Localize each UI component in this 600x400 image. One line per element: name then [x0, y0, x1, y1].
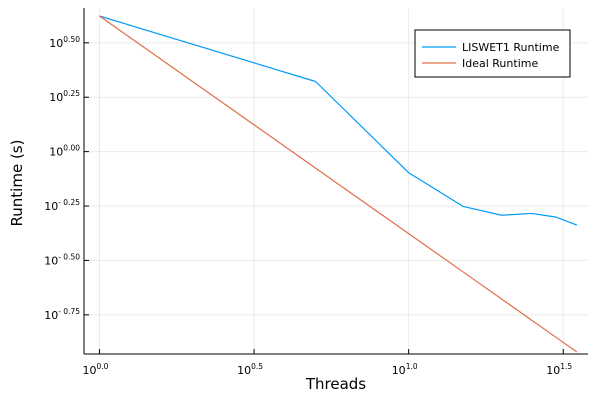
axes — [83, 8, 588, 355]
x-axis-label: Threads — [305, 375, 366, 393]
x-tick-base: 10 — [392, 364, 406, 377]
y-tick-label: 10- 0.50 — [44, 252, 80, 267]
y-tick-label: 100.25 — [49, 89, 80, 104]
y-tick-label: 10- 0.25 — [44, 198, 80, 213]
x-tick-base: 10 — [82, 364, 96, 377]
legend-label-ideal: Ideal Runtime — [462, 57, 538, 70]
series-lines — [99, 15, 578, 353]
legend: LISWET1 Runtime Ideal Runtime — [414, 29, 571, 78]
x-tick-base: 10 — [237, 364, 251, 377]
x-tick-exponent: 1.0 — [406, 362, 418, 371]
x-tick-exponent: 1.5 — [560, 362, 572, 371]
series-line-ideal-runtime — [99, 15, 578, 353]
y-tick-exponent: 0.00 — [63, 144, 80, 153]
y-tick-label: 100.00 — [49, 144, 80, 159]
y-tick-base: 10 — [44, 309, 58, 322]
y-tick-exponent: - 0.75 — [58, 307, 80, 316]
y-tick-exponent: 0.25 — [63, 89, 80, 98]
x-tick-label: 100.5 — [237, 362, 263, 377]
x-tick-label: 101.0 — [392, 362, 418, 377]
x-tick-label: 101.5 — [546, 362, 572, 377]
legend-label-liswet1: LISWET1 Runtime — [462, 41, 560, 54]
x-tick-exponent: 0.5 — [251, 362, 263, 371]
legend-box — [414, 29, 571, 78]
y-tick-base: 10 — [49, 146, 63, 159]
x-tick-label: 100.0 — [82, 362, 108, 377]
x-tick-exponent: 0.0 — [96, 362, 108, 371]
y-tick-base: 10 — [44, 254, 58, 267]
y-tick-exponent: - 0.50 — [58, 252, 80, 261]
y-tick-label: 100.50 — [49, 35, 80, 50]
series-line-liswet1-runtime — [99, 15, 578, 226]
x-tick-base: 10 — [546, 364, 560, 377]
y-tick-label: 10- 0.75 — [44, 307, 80, 322]
y-tick-base: 10 — [49, 37, 63, 50]
y-tick-exponent: 0.50 — [63, 35, 80, 44]
grid — [84, 8, 588, 354]
y-tick-base: 10 — [49, 91, 63, 104]
y-tick-exponent: - 0.25 — [58, 198, 80, 207]
y-tick-base: 10 — [44, 200, 58, 213]
x-tick-labels: 100.0 100.5 101.0 101.5 — [82, 362, 572, 377]
y-axis-label: Runtime (s) — [8, 140, 26, 227]
